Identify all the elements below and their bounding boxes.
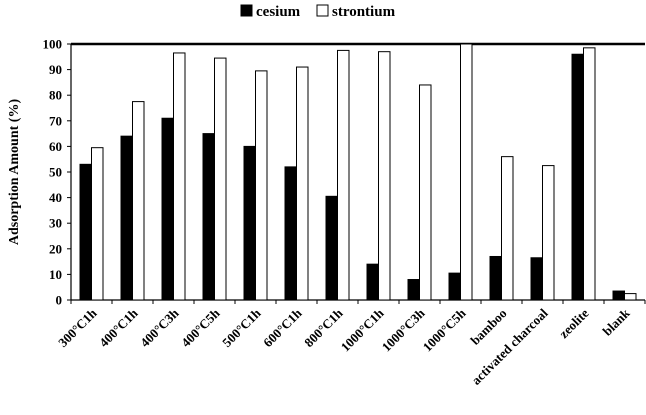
y-tick-label: 10: [49, 267, 62, 282]
y-tick-label: 20: [49, 241, 62, 256]
x-tick-label: 1000°C1h: [338, 305, 388, 355]
bar-strontium: [501, 156, 514, 301]
x-tick-label: 400°C1h: [96, 305, 141, 350]
legend: cesium strontium: [240, 4, 396, 20]
y-tick-label: 30: [49, 216, 62, 231]
y-tick-label: 80: [49, 88, 62, 103]
legend-swatch-strontium: [316, 4, 329, 17]
y-tick-label: 100: [43, 37, 63, 52]
bar-strontium: [624, 293, 637, 301]
bar-cesium: [366, 263, 379, 301]
x-tick-label: 400°C5h: [178, 305, 223, 350]
x-tick-label: activated charcoal: [468, 305, 550, 387]
bar-strontium: [378, 51, 391, 301]
bar-cesium: [120, 135, 133, 301]
bar-cesium: [407, 279, 420, 301]
bar-strontium: [337, 49, 350, 301]
bar-strontium: [460, 43, 473, 301]
plot-area: 0102030405060708090100300°C1h400°C1h400°…: [43, 37, 646, 388]
y-tick-label: 90: [49, 62, 62, 77]
bar-strontium: [296, 66, 309, 301]
x-tick-label: zeolite: [556, 305, 592, 341]
x-tick-label: 500°C1h: [219, 305, 264, 350]
bar-strontium: [255, 70, 268, 301]
x-tick-label: 1000°C3h: [379, 305, 429, 355]
bar-cesium: [79, 163, 92, 301]
bar-cesium: [530, 257, 543, 301]
x-tick-label: 1000°C5h: [420, 305, 470, 355]
bar-cesium: [161, 117, 174, 301]
y-tick-label: 40: [49, 190, 62, 205]
y-tick-label: 50: [49, 165, 62, 180]
y-axis-title: Adsorption Amount (%): [7, 99, 22, 246]
x-tick-label: blank: [600, 305, 634, 339]
y-tick-label: 60: [49, 139, 62, 154]
bar-strontium: [583, 47, 596, 301]
bar-cesium: [284, 166, 297, 301]
y-tick-label: 0: [56, 293, 63, 308]
bar-strontium: [132, 101, 145, 301]
bar-cesium: [571, 53, 584, 301]
bar-strontium: [173, 52, 186, 301]
bar-cesium: [243, 145, 256, 301]
x-tick-label: 400°C3h: [137, 305, 182, 350]
legend-swatch-cesium: [240, 4, 253, 17]
bar-cesium: [489, 255, 502, 301]
bar-cesium: [612, 290, 625, 301]
legend-label-strontium: strontium: [332, 4, 396, 20]
y-tick-label: 70: [49, 113, 62, 128]
bar-strontium: [214, 57, 227, 301]
bar-strontium: [542, 165, 555, 301]
bar-cesium: [325, 195, 338, 301]
x-tick-label: 600°C1h: [260, 305, 305, 350]
legend-label-cesium: cesium: [256, 4, 301, 20]
bar-strontium: [91, 147, 104, 301]
x-tick-label: 300°C1h: [55, 305, 100, 350]
bar-strontium: [419, 84, 432, 301]
bar-cesium: [448, 272, 461, 301]
bar-cesium: [202, 133, 215, 301]
